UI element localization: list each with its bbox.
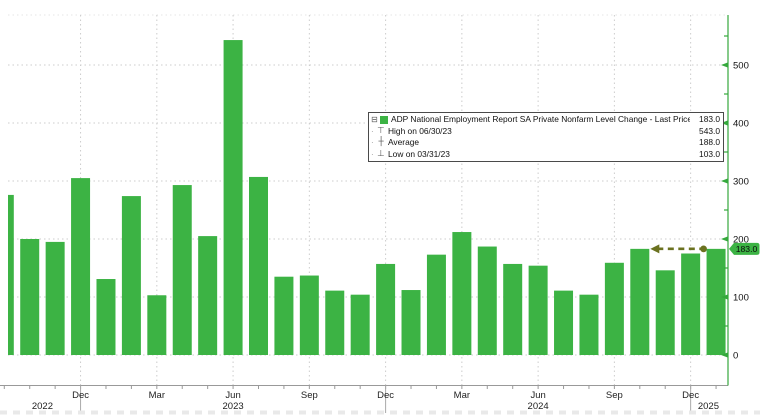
legend-high-label: High on 06/30/23 — [388, 125, 452, 136]
x-tick-label: Mar — [454, 390, 470, 401]
legend-high-value: 543.0 — [699, 125, 720, 136]
bar-jan-2024[interactable] — [401, 290, 421, 355]
series-swatch-icon — [380, 115, 388, 124]
legend-low-label: Low on 03/31/23 — [388, 148, 450, 159]
bar-may-2024[interactable] — [503, 263, 523, 355]
x-tick-label: Jun — [225, 390, 240, 401]
bar-dec-2024[interactable] — [681, 253, 701, 356]
legend-row-low[interactable]: · ⊥ Low on 03/31/23 103.0 — [371, 148, 720, 159]
year-label: 2024 — [528, 401, 549, 412]
y-tick-label: 200 — [733, 235, 749, 246]
legend-average-label: Average — [388, 137, 420, 148]
legend-box[interactable]: ⊟ ADP National Employment Report SA Priv… — [368, 112, 724, 162]
x-tick-label: Sep — [301, 390, 318, 401]
year-label: 2023 — [223, 401, 244, 412]
x-tick-label: Jun — [530, 390, 545, 401]
y-tick-label: 400 — [733, 119, 749, 130]
bar-nov-2024[interactable] — [655, 270, 675, 355]
bar-jun-2024[interactable] — [528, 265, 548, 355]
y-tick-label: 500 — [733, 61, 749, 72]
x-tick-label: Dec — [682, 390, 699, 401]
bar-jan-2025[interactable] — [706, 248, 726, 355]
bar-may-2023[interactable] — [198, 236, 218, 355]
bar-apr-2023[interactable] — [172, 185, 192, 355]
x-tick-label: Dec — [72, 390, 89, 401]
bar-dec-2022[interactable] — [71, 178, 91, 355]
bar-sep-2024[interactable] — [604, 262, 624, 355]
bars[interactable] — [8, 40, 726, 356]
legend-series-value: 183.0 — [699, 114, 720, 125]
x-tick-label: Mar — [149, 390, 165, 401]
bar-jul-2024[interactable] — [554, 290, 574, 355]
last-price-badge — [729, 242, 760, 255]
legend-expand-icon[interactable]: ⊟ — [371, 115, 378, 125]
legend-series-label: ADP National Employment Report SA Privat… — [391, 114, 690, 125]
year-label: 2022 — [32, 401, 53, 412]
legend-average-value: 188.0 — [699, 137, 720, 148]
year-label: 2025 — [698, 401, 719, 412]
bar-mar-2023[interactable] — [147, 295, 167, 355]
bar-feb-2023[interactable] — [121, 196, 141, 355]
trend-arrow[interactable] — [650, 244, 707, 254]
legend-row-average[interactable]: · ┼ Average 188.0 — [371, 137, 720, 148]
bar-oct-2022[interactable] — [20, 239, 40, 355]
y-tick-label: 0 — [733, 351, 738, 362]
bar-aug-2024[interactable] — [579, 294, 599, 355]
bar-oct-2023[interactable] — [325, 290, 345, 355]
bar-dec-2023[interactable] — [376, 263, 396, 355]
bar-nov-2022[interactable] — [45, 241, 65, 355]
bar-jan-2023[interactable] — [96, 279, 116, 355]
y-tick-label: 300 — [733, 177, 749, 188]
high-marker-icon: ⊤ — [377, 125, 385, 136]
x-axis — [0, 385, 728, 413]
bar-sep-2022[interactable] — [8, 194, 14, 355]
bar-jul-2023[interactable] — [249, 176, 268, 355]
bar-mar-2024[interactable] — [452, 232, 472, 355]
bar-jun-2023[interactable] — [223, 40, 243, 356]
bar-apr-2024[interactable] — [477, 246, 497, 355]
y-axis — [721, 15, 729, 386]
legend-row-high[interactable]: · ⊤ High on 06/30/23 543.0 — [371, 125, 720, 136]
y-tick-label: 100 — [733, 293, 749, 304]
low-marker-icon: ⊥ — [377, 148, 385, 159]
average-marker-icon: ┼ — [378, 137, 384, 148]
bar-nov-2023[interactable] — [350, 294, 370, 355]
x-tick-label: Sep — [606, 390, 623, 401]
x-tick-label: Dec — [377, 390, 394, 401]
legend-low-value: 103.0 — [699, 148, 720, 159]
legend-row-series[interactable]: ⊟ ADP National Employment Report SA Priv… — [371, 114, 720, 125]
bar-sep-2023[interactable] — [299, 275, 319, 355]
bar-oct-2024[interactable] — [630, 248, 650, 355]
svg-text:183.0: 183.0 — [736, 244, 758, 254]
bar-aug-2023[interactable] — [274, 276, 294, 355]
bar-feb-2024[interactable] — [426, 254, 446, 355]
